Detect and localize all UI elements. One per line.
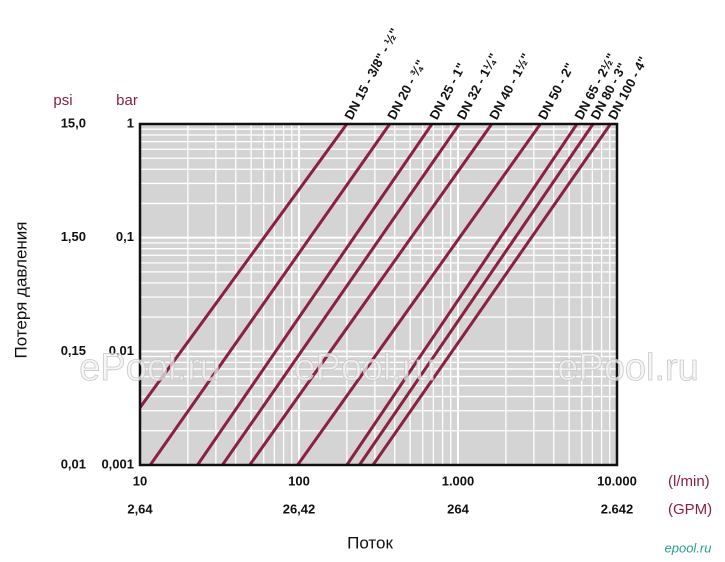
y-axis-title: Потеря давления <box>11 221 30 358</box>
series-line <box>140 124 349 409</box>
series-line <box>248 124 493 465</box>
series-line <box>196 124 434 465</box>
y-unit: bar <box>116 92 138 109</box>
y-tick-label: 0,001 <box>101 456 134 471</box>
y2-tick-label: 0,01 <box>61 456 86 471</box>
x2-unit: (GPM) <box>668 501 712 518</box>
plot-background <box>140 124 617 465</box>
series-label: DN 20 - ¾" <box>384 57 428 122</box>
series-line <box>296 124 542 465</box>
watermark: epool.ru <box>665 540 712 555</box>
x-tick-label: 10 <box>133 473 147 488</box>
x2-tick-label: 26,42 <box>283 501 316 516</box>
y2-unit: psi <box>53 92 72 109</box>
series-lines <box>140 124 612 465</box>
x2-tick-label: 264 <box>447 501 469 516</box>
x-tick-label: 100 <box>288 473 310 488</box>
y-tick-label: 0,1 <box>116 229 134 244</box>
plot-frame <box>138 122 619 467</box>
series-line <box>345 124 579 465</box>
series-line <box>358 124 595 465</box>
y2-tick-label: 15,0 <box>61 115 86 130</box>
series-label: DN 50 - 2" <box>535 60 577 122</box>
x-tick-label: 10.000 <box>597 473 637 488</box>
x-axis-title: Поток <box>347 533 393 552</box>
y-tick-label: 1 <box>127 115 134 130</box>
x2-tick-label: 2,64 <box>127 501 153 516</box>
watermark: ePool.ru <box>79 347 221 389</box>
watermark: ePool.ru <box>294 347 436 389</box>
grid <box>139 123 618 466</box>
series-line <box>221 124 461 465</box>
y-tick-label: 0,01 <box>109 343 134 358</box>
x-tick-label: 1.000 <box>442 473 475 488</box>
watermark: ePool.ru <box>557 347 699 389</box>
y2-tick-label: 0,15 <box>61 343 86 358</box>
series-line <box>371 124 612 465</box>
x-unit: (l/min) <box>668 473 710 490</box>
series-line <box>149 124 391 465</box>
x2-tick-label: 2.642 <box>601 501 634 516</box>
y2-tick-label: 1,50 <box>61 229 86 244</box>
